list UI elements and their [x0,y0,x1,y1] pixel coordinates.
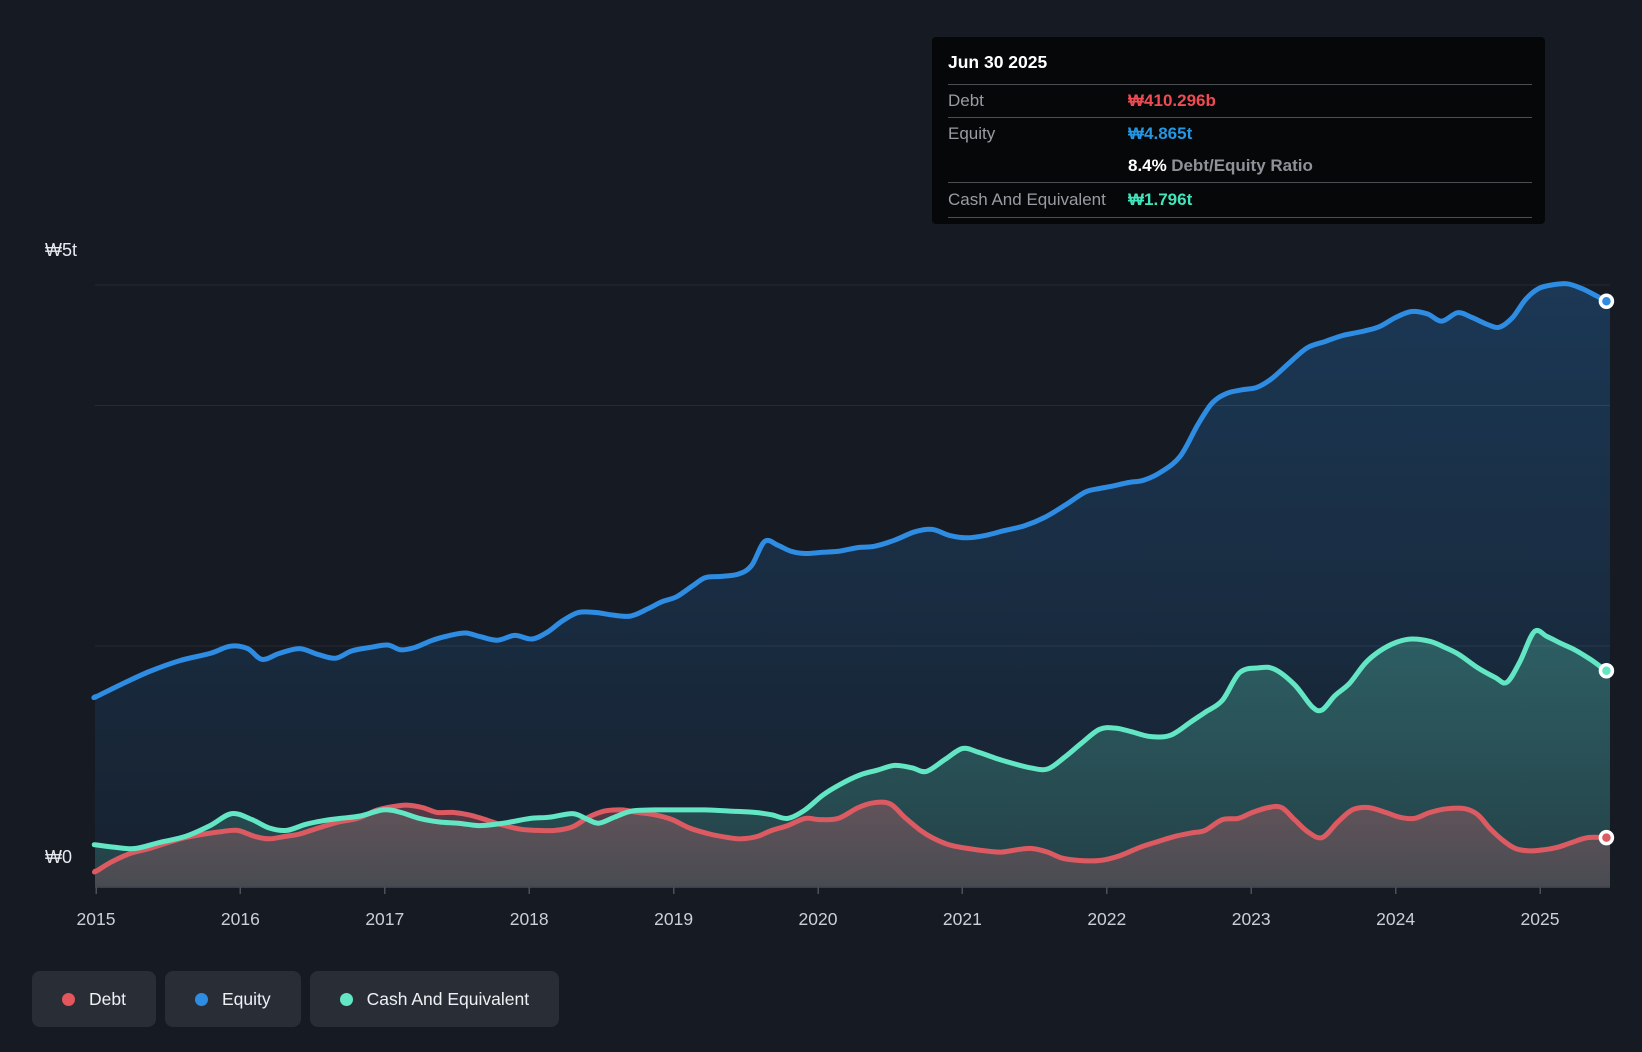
tooltip-row-debt: Debt ₩410.296b [948,84,1532,117]
equity-series-dot-icon [194,992,208,1006]
tooltip-ratio-pct: 8.4% [1128,156,1167,175]
tooltip-row-ratio: 8.4% Debt/Equity Ratio [948,150,1532,182]
legend-label-debt: Debt [89,988,126,1009]
tooltip-date: Jun 30 2025 [948,52,1048,72]
debt-series-dot-icon [62,992,75,1006]
tooltip-cash-value: ₩1.796t [1128,190,1193,209]
tooltip-equity-label: Equity [948,124,996,143]
y-axis-label-zero: ₩0 [45,847,72,867]
equity-end-dot[interactable] [1598,293,1615,310]
legend-item-debt[interactable]: Debt [32,971,156,1027]
x-axis-label: 2018 [509,909,549,929]
x-axis-label: 2015 [76,909,116,929]
x-axis-label: 2017 [365,909,405,929]
x-axis-label: 2024 [1376,909,1416,929]
cash-end-dot[interactable] [1598,663,1615,679]
tooltip-ratio-label: Debt/Equity Ratio [1171,156,1313,175]
legend: Debt Equity Cash And Equivalent [32,971,560,1027]
legend-item-cash[interactable]: Cash And Equivalent [309,971,560,1027]
cash-series-dot-icon [339,992,353,1006]
x-axis-label: 2025 [1520,909,1560,929]
tooltip-debt-value: ₩410.296b [1128,91,1216,110]
legend-label-cash: Cash And Equivalent [366,988,530,1009]
tooltip-row-cash: Cash And Equivalent ₩1.796t [948,182,1532,218]
tooltip-cash-label: Cash And Equivalent [948,190,1106,209]
x-axis-label: 2019 [654,909,694,929]
tooltip-debt-label: Debt [948,91,984,110]
x-axis-label: 2020 [798,909,838,929]
x-axis-label: 2023 [1231,909,1271,929]
debt-end-dot[interactable] [1598,829,1615,846]
tooltip-row-equity: Equity ₩4.865t [948,117,1532,150]
tooltip-panel: Jun 30 2025 Debt ₩410.296b Equity ₩4.865… [932,37,1545,224]
tooltip-ratio: 8.4% Debt/Equity Ratio [1128,156,1532,176]
x-axis-label: 2021 [942,909,982,929]
legend-label-equity: Equity [221,988,271,1009]
x-axis-label: 2022 [1087,909,1127,929]
x-axis-label: 2016 [220,909,260,929]
cash-line [91,627,1613,852]
equity-line [91,281,1613,701]
tooltip-equity-value: ₩4.865t [1128,124,1193,143]
legend-item-equity[interactable]: Equity [164,971,301,1027]
y-axis-label-top: ₩5t [45,240,78,260]
